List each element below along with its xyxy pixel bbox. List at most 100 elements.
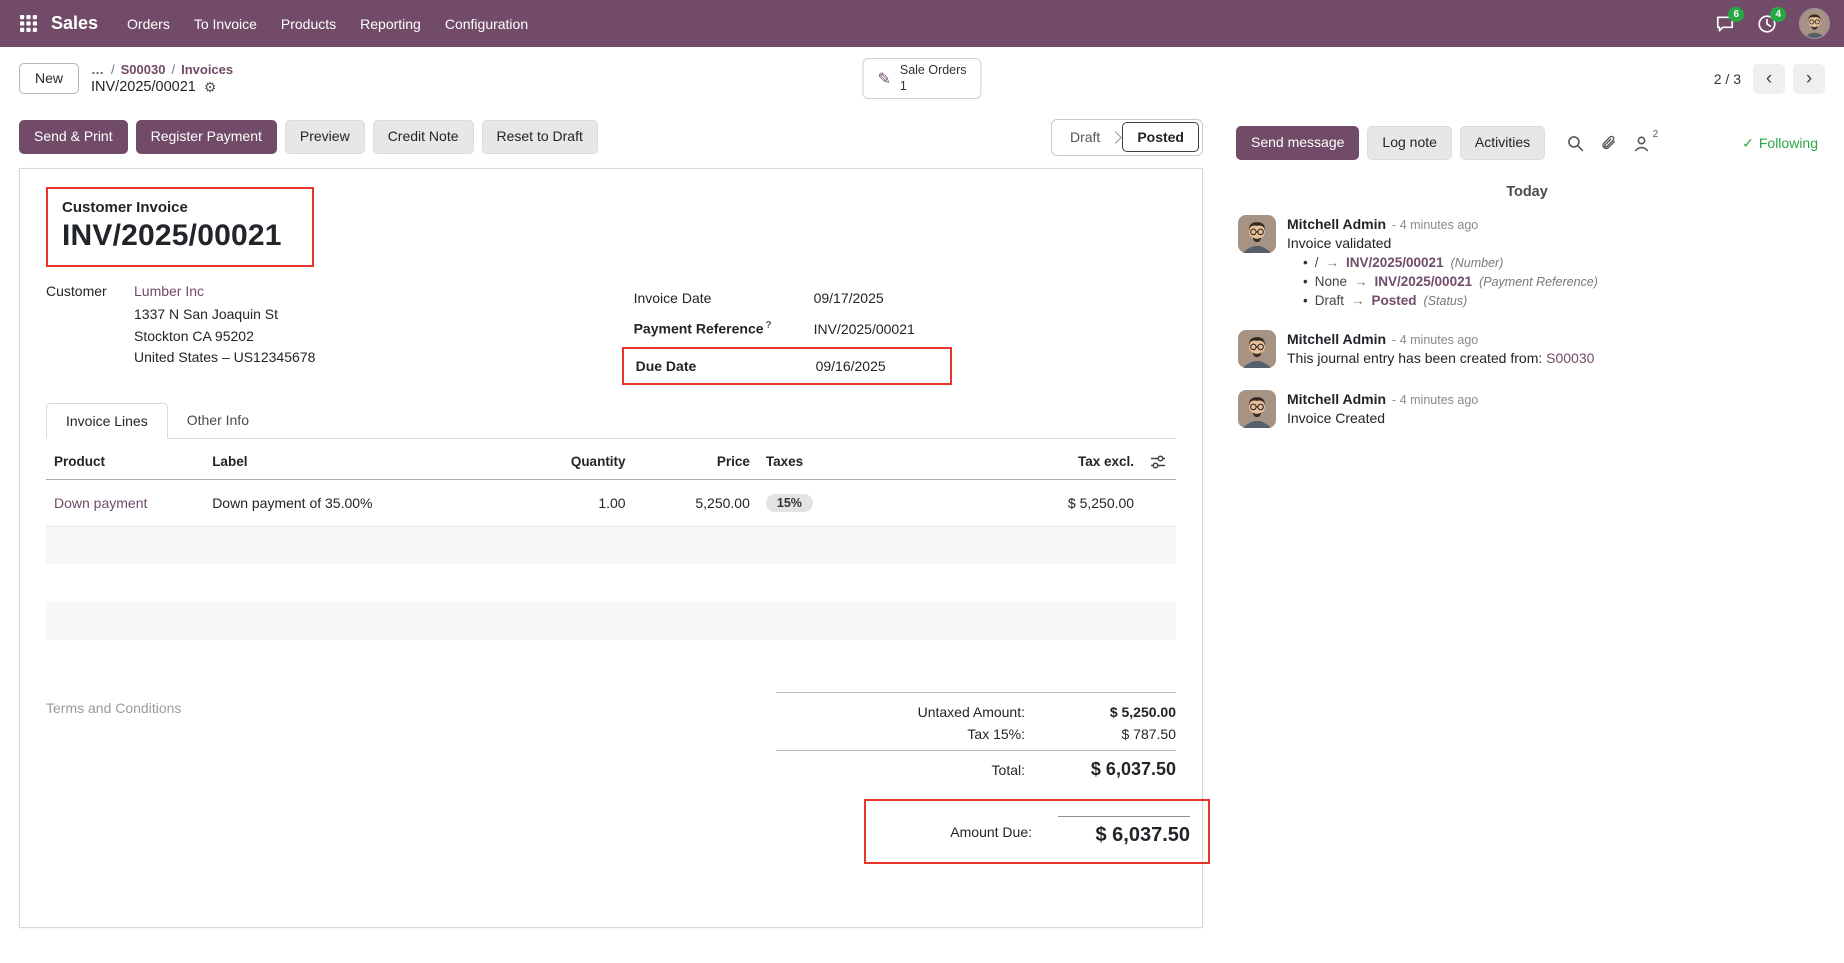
menu-orders[interactable]: Orders (127, 15, 170, 32)
tracking-field-name: (Payment Reference) (1479, 275, 1598, 289)
line-tax-badge[interactable]: 15% (765, 493, 813, 512)
log-note-button[interactable]: Log note (1367, 126, 1452, 160)
invoice-number: INV/2025/00021 (62, 219, 282, 252)
column-header-settings (1142, 442, 1176, 480)
breadcrumb: … / S00030 / Invoices INV/2025/00021 ⚙ (91, 62, 233, 96)
tracking-new-value[interactable]: Posted (1371, 293, 1417, 308)
reset-to-draft-button[interactable]: Reset to Draft (481, 120, 598, 154)
invoice-sheet: Customer Invoice INV/2025/00021 Customer… (19, 168, 1210, 928)
column-header-price[interactable]: Price (633, 442, 758, 480)
activities-badge: 4 (1770, 6, 1786, 22)
send-message-button[interactable]: Send message (1236, 126, 1360, 160)
attachments-icon[interactable] (1600, 135, 1617, 152)
due-date-value[interactable]: 09/16/2025 (815, 357, 886, 374)
customer-label: Customer (46, 283, 107, 299)
activities-button-chatter[interactable]: Activities (1459, 126, 1546, 160)
tracking-new-value[interactable]: INV/2025/00021 (1374, 274, 1473, 289)
tax-row: Tax 15%: $ 787.50 (776, 723, 1176, 745)
untaxed-amount-row: Untaxed Amount: $ 5,250.00 (776, 701, 1176, 723)
notebook-tabs: Invoice Lines Other Info (46, 402, 1176, 439)
tracking-new-value[interactable]: INV/2025/00021 (1346, 255, 1444, 270)
search-messages-icon[interactable] (1567, 135, 1584, 152)
tab-invoice-lines[interactable]: Invoice Lines (46, 402, 168, 439)
customer-link[interactable]: Lumber Inc (134, 283, 205, 299)
untaxed-amount-label: Untaxed Amount: (917, 704, 1025, 721)
user-avatar[interactable] (1799, 8, 1830, 39)
stat-button-label: Sale Orders (899, 62, 967, 77)
table-row[interactable]: Down payment Down payment of 35.00% 1.00… (46, 479, 1176, 527)
credit-note-button[interactable]: Credit Note (372, 120, 474, 154)
menu-reporting[interactable]: Reporting (360, 15, 421, 32)
line-label[interactable]: Down payment of 35.00% (204, 479, 521, 527)
following-toggle[interactable]: ✓ Following (1742, 135, 1818, 152)
form-column: Send & Print Register Payment Preview Cr… (0, 110, 1222, 963)
optional-columns-icon[interactable] (1150, 454, 1168, 470)
stat-buttons: ✎ Sale Orders 1 (862, 57, 982, 100)
column-header-label[interactable]: Label (204, 442, 521, 480)
message-author[interactable]: Mitchell Admin (1287, 331, 1387, 347)
bullet-icon: • (1303, 274, 1308, 289)
chatter-message: Mitchell Admin - 4 minutes ago This jour… (1236, 319, 1818, 379)
empty-table-row (46, 602, 1176, 641)
breadcrumb-ellipsis[interactable]: … (91, 61, 106, 77)
tracking-old-value: Draft (1314, 293, 1344, 308)
pager-next-button[interactable]: › (1793, 63, 1825, 94)
payment-reference-value[interactable]: INV/2025/00021 (813, 320, 915, 337)
menu-configuration[interactable]: Configuration (444, 15, 529, 32)
column-header-quantity[interactable]: Quantity (520, 442, 634, 480)
total-label: Total: (991, 762, 1025, 779)
line-quantity[interactable]: 1.00 (520, 479, 634, 527)
control-panel: New … / S00030 / Invoices INV/2025/00021… (0, 47, 1844, 110)
statusbar: Draft Posted (1050, 118, 1203, 156)
status-posted[interactable]: Posted (1122, 122, 1199, 152)
check-icon: ✓ (1742, 134, 1754, 151)
invoice-date-label: Invoice Date (633, 290, 712, 306)
apps-menu-button[interactable] (14, 9, 43, 38)
followers-icon[interactable]: 2 (1633, 129, 1658, 152)
line-product-link[interactable]: Down payment (54, 494, 148, 511)
register-payment-button[interactable]: Register Payment (135, 120, 277, 154)
chatter-message: Mitchell Admin - 4 minutes ago Invoice C… (1236, 379, 1818, 439)
message-author[interactable]: Mitchell Admin (1287, 216, 1387, 232)
help-icon[interactable]: ? (765, 320, 772, 331)
column-header-taxes[interactable]: Taxes (757, 442, 1007, 480)
messages-badge: 6 (1728, 6, 1744, 22)
source-order-link[interactable]: S00030 (1546, 350, 1595, 366)
followers-count: 2 (1652, 128, 1659, 140)
activities-button[interactable]: 4 (1757, 6, 1786, 34)
tracking-field-name: (Number) (1450, 256, 1504, 270)
column-header-tax-excl[interactable]: Tax excl. (1006, 442, 1143, 480)
gear-icon[interactable]: ⚙ (203, 78, 217, 95)
top-navbar: Sales Orders To Invoice Products Reporti… (0, 0, 1844, 47)
message-content: Mitchell Admin - 4 minutes ago Invoice v… (1287, 215, 1816, 308)
status-draft[interactable]: Draft (1069, 129, 1101, 145)
breadcrumb-item-invoices[interactable]: Invoices (181, 61, 234, 77)
edit-note-icon: ✎ (877, 70, 891, 88)
breadcrumb-item-s00030[interactable]: S00030 (120, 61, 166, 77)
pager-value[interactable]: 2 / 3 (1713, 70, 1741, 87)
app-name[interactable]: Sales (51, 13, 99, 33)
pager-previous-button[interactable]: ‹ (1753, 63, 1785, 94)
message-content: Mitchell Admin - 4 minutes ago Invoice C… (1287, 390, 1816, 428)
sale-orders-stat-button[interactable]: ✎ Sale Orders 1 (862, 57, 982, 100)
breadcrumb-current-record: INV/2025/00021 (91, 79, 196, 95)
terms-and-conditions-placeholder[interactable]: Terms and Conditions (46, 700, 182, 717)
new-button[interactable]: New (19, 62, 80, 95)
menu-to-invoice[interactable]: To Invoice (193, 15, 257, 32)
send-and-print-button[interactable]: Send & Print (19, 120, 128, 154)
document-type-label: Customer Invoice (62, 199, 188, 216)
menu-products[interactable]: Products (280, 15, 337, 32)
preview-button[interactable]: Preview (284, 120, 365, 154)
invoice-date-field: Invoice Date 09/17/2025 (634, 283, 1176, 313)
following-label: Following (1758, 135, 1818, 151)
sheet-footer: Terms and Conditions Untaxed Amount: $ 5… (46, 692, 1176, 783)
breadcrumb-current: INV/2025/00021 ⚙ (91, 79, 233, 96)
tab-other-info[interactable]: Other Info (186, 411, 249, 428)
untaxed-amount-value: $ 5,250.00 (1109, 704, 1176, 721)
chatter-panel: Send message Log note Activities (1222, 110, 1844, 963)
message-author[interactable]: Mitchell Admin (1287, 391, 1387, 407)
line-price[interactable]: 5,250.00 (633, 479, 758, 527)
messages-button[interactable]: 6 (1715, 6, 1744, 34)
invoice-date-value[interactable]: 09/17/2025 (813, 290, 884, 306)
column-header-product[interactable]: Product (46, 442, 205, 480)
